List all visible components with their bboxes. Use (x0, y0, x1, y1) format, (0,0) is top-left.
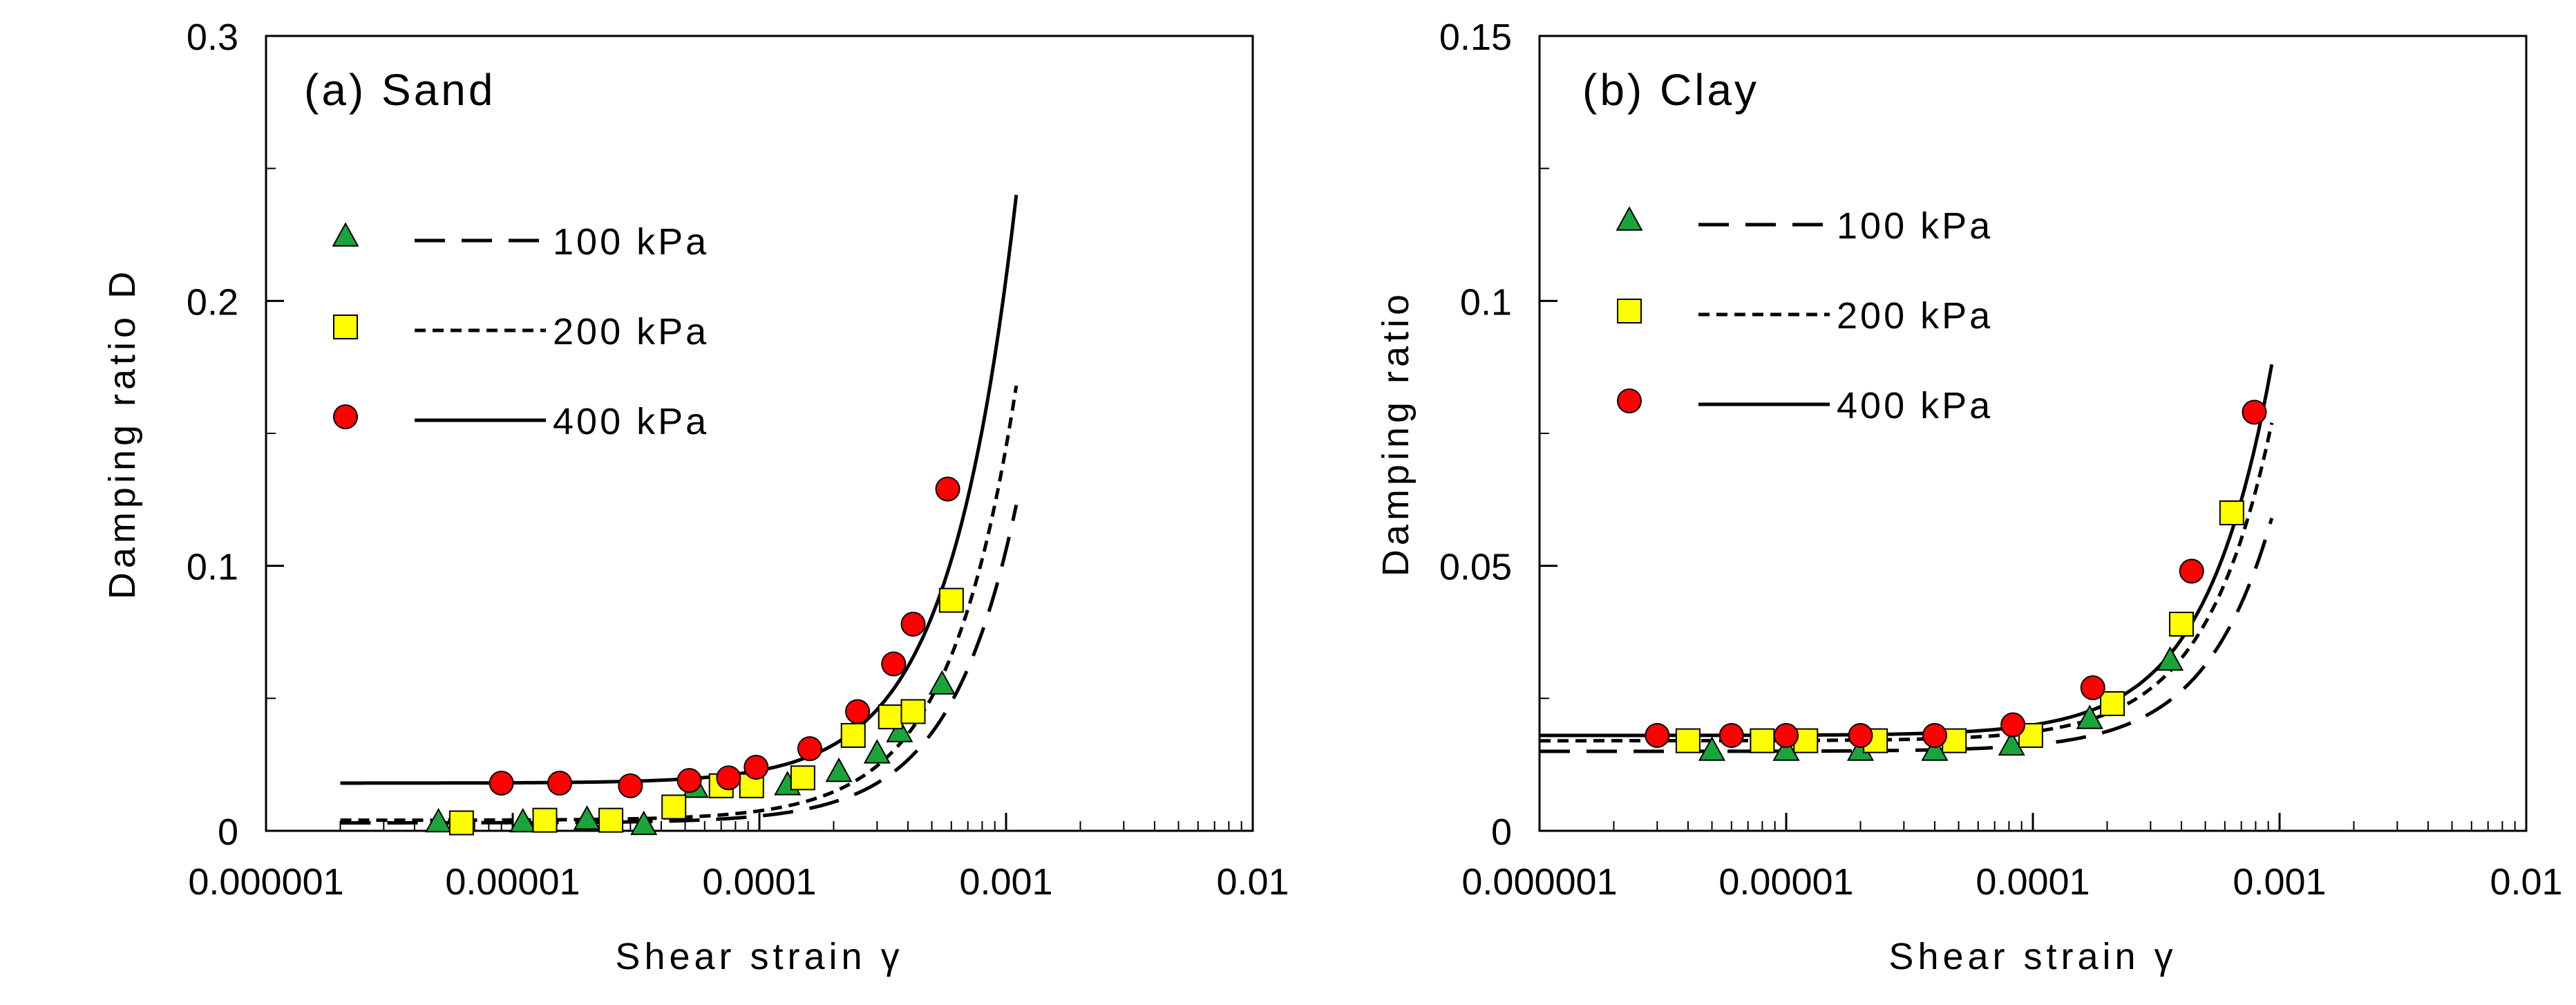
data-point-100-kpa (928, 670, 956, 695)
data-point-100-kpa (630, 810, 658, 836)
legend: 100 kPa 200 kPa 400 kPa (1616, 205, 1993, 426)
data-point-400-kpa (1922, 723, 1947, 748)
x-tick-label: 0.01 (1216, 861, 1289, 903)
panel-title: (b) Clay (1582, 65, 1759, 115)
data-point-400-kpa (1774, 723, 1799, 748)
x-tick-label: 0.01 (2490, 861, 2562, 903)
data-point-100-kpa (825, 758, 853, 782)
data-point-400-kpa (900, 612, 926, 637)
data-point-100-kpa (509, 807, 537, 833)
curve-400-kpa (340, 194, 1019, 785)
legend-marker-square (1617, 299, 1642, 323)
data-point-200-kpa (790, 765, 815, 791)
data-point-100-kpa (2157, 646, 2184, 671)
legend-marker-circle (1617, 388, 1642, 413)
data-point-100-kpa (573, 805, 601, 830)
plot-frame (1538, 35, 2528, 832)
data-point-100-kpa (886, 717, 913, 742)
data-point-400-kpa (935, 476, 960, 502)
y-tick-label: 0.3 (187, 17, 238, 58)
data-point-200-kpa (1675, 728, 1701, 753)
data-point-200-kpa (2219, 500, 2244, 525)
data-point-200-kpa (2100, 691, 2125, 716)
legend-label: 200 kPa (553, 311, 709, 353)
x-axis-title: Shear strain γ (1888, 936, 2177, 977)
data-point-400-kpa (744, 755, 769, 780)
legend-label: 400 kPa (553, 401, 709, 442)
legend-label: 100 kPa (553, 221, 709, 263)
legend: 100 kPa 200 kPa 400 kPa (332, 221, 709, 442)
data-point-400-kpa (676, 768, 702, 793)
data-point-400-kpa (1848, 723, 1873, 748)
y-tick-label: 0.1 (1460, 281, 1512, 323)
y-axis-title: Damping ratio D (102, 267, 143, 599)
data-point-400-kpa (2080, 675, 2105, 700)
data-point-200-kpa (598, 807, 624, 833)
y-tick-label: 0 (1491, 811, 1512, 853)
x-tick-label: 0.001 (959, 861, 1052, 903)
data-point-100-kpa (1772, 736, 1800, 761)
data-point-400-kpa (2242, 400, 2267, 425)
x-tick-label: 0.000001 (1461, 861, 1617, 903)
data-point-200-kpa (2168, 612, 2194, 637)
legend-marker-triangle (1616, 206, 1643, 231)
data-point-400-kpa (1645, 723, 1670, 748)
data-point-200-kpa (448, 810, 474, 836)
data-point-200-kpa (532, 807, 558, 833)
data-point-400-kpa (618, 773, 643, 798)
y-tick-label: 0.2 (187, 281, 238, 323)
x-tick-label: 0.00001 (1718, 861, 1853, 903)
x-tick-label: 0.0001 (1976, 861, 2090, 903)
data-point-400-kpa (1718, 723, 1744, 748)
data-point-200-kpa (938, 588, 964, 613)
curve-200-kpa (1540, 422, 2274, 743)
panel-b: 0.000001 0.00001 0.0001 0.001 0.01 0 0.05 0.1 0.… (1375, 17, 2563, 977)
data-point-200-kpa (661, 794, 687, 820)
panel-a: 0.000001 0.00001 0.0001 0.001 0.01 0 0.1 0.2 0.3… (102, 17, 1289, 977)
x-tick-label: 0.001 (2233, 861, 2326, 903)
data-point-100-kpa (424, 807, 453, 833)
y-tick-label: 0.05 (1439, 547, 1512, 588)
data-point-200-kpa (840, 723, 866, 748)
legend-label: 400 kPa (1837, 385, 1993, 426)
x-tick-label: 0.00001 (445, 861, 580, 903)
panel-title: (a) Sand (304, 65, 495, 115)
data-point-400-kpa (881, 651, 907, 677)
y-tick-label: 0.1 (187, 547, 238, 588)
y-tick-label: 0.15 (1439, 17, 1512, 58)
legend-marker-circle (333, 404, 358, 429)
data-point-400-kpa (489, 771, 514, 796)
curve-100-kpa (1540, 517, 2274, 753)
legend-marker-triangle (332, 222, 359, 247)
y-axis-title: Damping ratio (1375, 290, 1417, 576)
data-point-400-kpa (2000, 712, 2026, 738)
x-tick-label: 0.0001 (702, 861, 816, 903)
data-point-200-kpa (878, 704, 903, 730)
y-tick-label: 0 (218, 811, 238, 853)
data-point-400-kpa (845, 699, 871, 724)
data-point-100-kpa (1698, 736, 1726, 761)
plot-frame (265, 35, 1254, 832)
data-point-400-kpa (547, 771, 572, 796)
data-point-200-kpa (900, 699, 926, 724)
data-point-100-kpa (1921, 736, 1949, 761)
legend-label: 100 kPa (1837, 205, 1993, 247)
legend-marker-square (333, 314, 358, 339)
data-point-200-kpa (1750, 728, 1775, 753)
data-point-400-kpa (2179, 558, 2204, 584)
data-point-100-kpa (2076, 704, 2103, 729)
x-axis-title: Shear strain γ (615, 936, 903, 977)
x-tick-label: 0.000001 (188, 861, 343, 903)
data-point-100-kpa (1998, 731, 2025, 756)
data-point-400-kpa (797, 736, 822, 762)
data-point-100-kpa (863, 739, 891, 764)
legend-label: 200 kPa (1837, 295, 1993, 337)
data-point-400-kpa (716, 765, 741, 791)
